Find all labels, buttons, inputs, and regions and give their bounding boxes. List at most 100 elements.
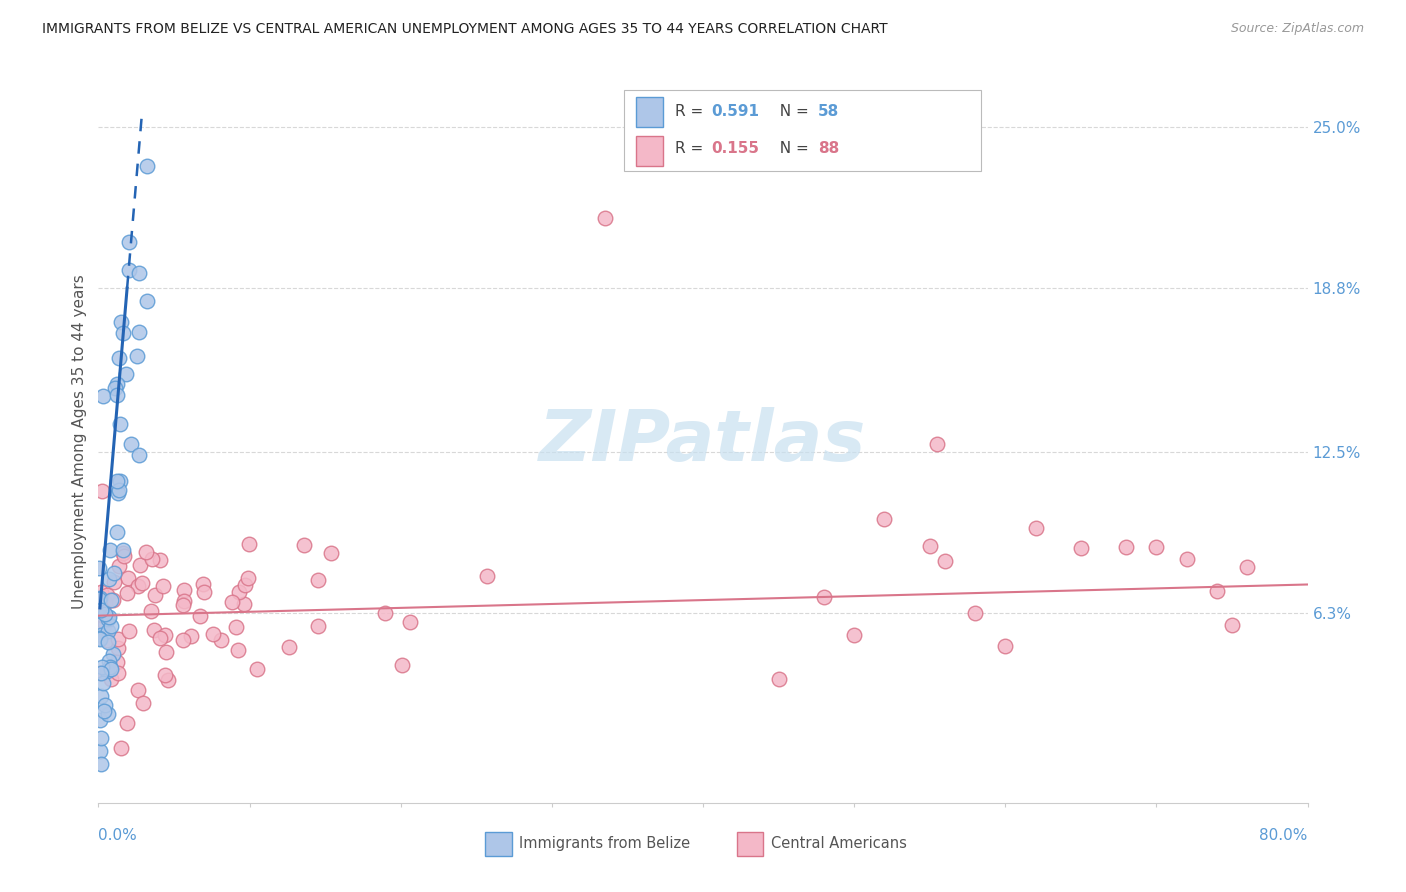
Point <box>131 696 153 710</box>
Point <box>1236 559 1258 574</box>
Point <box>105 387 128 401</box>
Point <box>97 609 120 624</box>
Point <box>100 619 122 633</box>
Point <box>117 571 139 585</box>
Text: R =: R = <box>675 141 709 156</box>
Point <box>135 545 157 559</box>
Point <box>307 573 329 587</box>
Point <box>475 568 498 582</box>
Point <box>155 645 177 659</box>
Text: 58: 58 <box>818 104 839 119</box>
Point <box>994 639 1017 653</box>
Point <box>128 266 150 280</box>
Point <box>768 672 790 686</box>
Point <box>107 486 129 500</box>
Point <box>94 698 117 712</box>
Point <box>1144 540 1167 554</box>
Point <box>90 689 112 703</box>
Point <box>125 349 148 363</box>
Point <box>128 449 150 463</box>
Point <box>98 660 121 674</box>
Point <box>120 437 142 451</box>
Point <box>209 632 232 647</box>
Point <box>111 546 134 560</box>
Point <box>117 624 139 639</box>
Point <box>89 665 111 680</box>
Point <box>89 744 111 758</box>
Point <box>107 632 129 646</box>
Point <box>111 543 134 558</box>
Point <box>188 608 211 623</box>
Point <box>156 673 179 687</box>
Point <box>105 656 128 670</box>
Point <box>180 629 202 643</box>
Point <box>141 552 163 566</box>
Text: 0.591: 0.591 <box>711 104 759 119</box>
Point <box>226 643 249 657</box>
Text: N =: N = <box>769 104 813 119</box>
Point <box>374 606 396 620</box>
Point <box>246 662 269 676</box>
Point <box>89 665 111 680</box>
Text: IMMIGRANTS FROM BELIZE VS CENTRAL AMERICAN UNEMPLOYMENT AMONG AGES 35 TO 44 YEAR: IMMIGRANTS FROM BELIZE VS CENTRAL AMERIC… <box>42 22 887 37</box>
Point <box>228 584 250 599</box>
Point <box>90 603 112 617</box>
Point <box>105 474 128 488</box>
Point <box>232 597 254 611</box>
FancyBboxPatch shape <box>624 90 981 170</box>
Point <box>155 627 177 641</box>
Point <box>110 315 132 329</box>
Point <box>89 713 111 727</box>
Point <box>89 632 111 646</box>
Bar <box>485 832 512 855</box>
Point <box>934 553 956 567</box>
Point <box>98 654 121 668</box>
Point <box>94 596 117 610</box>
Point <box>107 641 129 656</box>
Point <box>90 731 112 745</box>
Point <box>93 704 115 718</box>
Point <box>225 620 247 634</box>
Text: Source: ZipAtlas.com: Source: ZipAtlas.com <box>1230 22 1364 36</box>
Point <box>96 664 118 678</box>
Point <box>94 617 117 632</box>
Point <box>927 437 949 451</box>
Point <box>153 668 176 682</box>
Point <box>172 599 194 613</box>
Point <box>135 294 157 309</box>
Point <box>114 367 136 381</box>
Point <box>96 633 118 648</box>
Point <box>91 676 114 690</box>
Point <box>90 628 112 642</box>
Point <box>107 666 129 681</box>
Point <box>98 543 121 558</box>
Point <box>87 618 110 632</box>
Point <box>277 640 299 654</box>
Text: N =: N = <box>769 141 813 156</box>
Point <box>307 618 329 632</box>
Point <box>118 235 141 249</box>
Point <box>112 549 135 563</box>
Point <box>173 594 195 608</box>
Point <box>193 584 215 599</box>
Point <box>101 592 124 607</box>
Point <box>149 553 172 567</box>
Point <box>96 588 118 602</box>
Point <box>1220 618 1243 632</box>
Point <box>152 579 174 593</box>
Point <box>108 558 131 573</box>
Point <box>1115 540 1137 554</box>
Point <box>139 604 162 618</box>
Point <box>105 377 128 392</box>
Point <box>221 595 243 609</box>
Point <box>149 631 172 645</box>
Point <box>129 558 152 572</box>
Point <box>1175 552 1198 566</box>
Point <box>110 417 132 432</box>
Point <box>97 611 120 625</box>
Point <box>131 575 153 590</box>
Point <box>97 635 120 649</box>
Bar <box>637 97 664 128</box>
Point <box>89 591 111 605</box>
Point <box>91 389 114 403</box>
